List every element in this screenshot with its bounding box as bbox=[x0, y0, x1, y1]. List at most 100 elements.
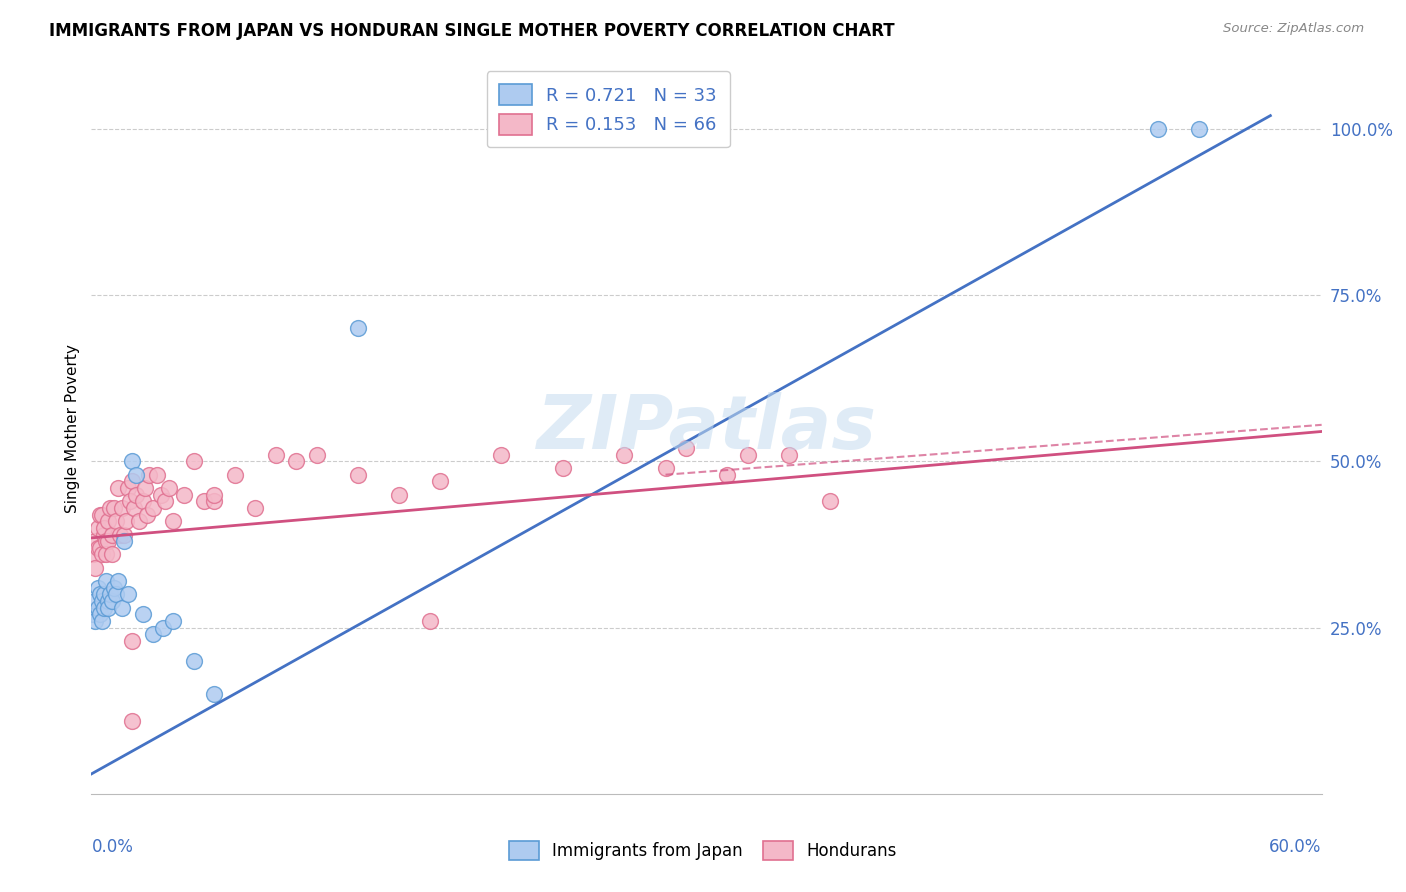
Point bbox=[94, 534, 117, 549]
Point bbox=[491, 448, 513, 462]
Point bbox=[716, 467, 738, 482]
Point bbox=[675, 441, 697, 455]
Point bbox=[111, 500, 134, 515]
Point bbox=[84, 614, 107, 628]
Point bbox=[84, 561, 107, 575]
Point bbox=[115, 514, 138, 528]
Point bbox=[183, 654, 205, 668]
Point bbox=[103, 581, 125, 595]
Point bbox=[1187, 122, 1209, 136]
Point bbox=[613, 448, 636, 462]
Legend: R = 0.721   N = 33, R = 0.153   N = 66: R = 0.721 N = 33, R = 0.153 N = 66 bbox=[486, 71, 730, 147]
Point bbox=[131, 494, 153, 508]
Point bbox=[89, 541, 111, 555]
Point bbox=[97, 594, 120, 608]
Point bbox=[737, 448, 759, 462]
Point bbox=[103, 500, 125, 515]
Legend: Immigrants from Japan, Hondurans: Immigrants from Japan, Hondurans bbox=[499, 831, 907, 871]
Point bbox=[347, 321, 370, 335]
Point bbox=[101, 527, 124, 541]
Point bbox=[121, 634, 143, 648]
Point bbox=[89, 607, 111, 622]
Point bbox=[107, 481, 129, 495]
Point bbox=[157, 481, 180, 495]
Point bbox=[89, 508, 111, 522]
Point bbox=[388, 488, 411, 502]
Point bbox=[125, 467, 148, 482]
Point bbox=[153, 494, 177, 508]
Point bbox=[285, 454, 308, 468]
Point bbox=[93, 600, 115, 615]
Point bbox=[120, 494, 142, 508]
Text: 0.0%: 0.0% bbox=[91, 838, 134, 855]
Point bbox=[97, 600, 120, 615]
Point bbox=[97, 514, 120, 528]
Y-axis label: Single Mother Poverty: Single Mother Poverty bbox=[65, 343, 80, 513]
Point bbox=[264, 448, 287, 462]
Point bbox=[121, 475, 143, 489]
Point bbox=[111, 600, 134, 615]
Point bbox=[150, 488, 173, 502]
Point bbox=[1146, 122, 1168, 136]
Point bbox=[82, 607, 104, 622]
Point bbox=[245, 500, 267, 515]
Point bbox=[183, 454, 205, 468]
Point bbox=[124, 500, 146, 515]
Point bbox=[98, 500, 121, 515]
Text: Source: ZipAtlas.com: Source: ZipAtlas.com bbox=[1223, 22, 1364, 36]
Point bbox=[778, 448, 800, 462]
Point bbox=[142, 500, 165, 515]
Point bbox=[125, 488, 148, 502]
Point bbox=[138, 467, 160, 482]
Point bbox=[162, 614, 184, 628]
Point bbox=[142, 627, 165, 641]
Point bbox=[202, 687, 225, 701]
Point bbox=[117, 587, 139, 601]
Point bbox=[117, 481, 139, 495]
Point bbox=[86, 521, 108, 535]
Point bbox=[128, 514, 150, 528]
Point bbox=[90, 548, 112, 562]
Point bbox=[101, 594, 124, 608]
Point bbox=[305, 448, 328, 462]
Point bbox=[84, 594, 107, 608]
Point bbox=[112, 534, 135, 549]
Point bbox=[86, 600, 108, 615]
Point bbox=[90, 614, 112, 628]
Point bbox=[108, 527, 131, 541]
Point bbox=[107, 574, 129, 588]
Point bbox=[86, 581, 108, 595]
Point bbox=[654, 461, 676, 475]
Point bbox=[202, 488, 225, 502]
Point bbox=[82, 548, 104, 562]
Point bbox=[105, 514, 127, 528]
Point bbox=[94, 548, 117, 562]
Point bbox=[193, 494, 215, 508]
Point bbox=[121, 714, 143, 728]
Point bbox=[121, 454, 143, 468]
Point bbox=[224, 467, 246, 482]
Point bbox=[105, 587, 127, 601]
Point bbox=[173, 488, 195, 502]
Point bbox=[429, 475, 451, 489]
Point bbox=[101, 548, 124, 562]
Point bbox=[93, 521, 115, 535]
Point bbox=[146, 467, 169, 482]
Point bbox=[86, 541, 108, 555]
Point bbox=[551, 461, 574, 475]
Point bbox=[90, 508, 112, 522]
Point bbox=[112, 527, 135, 541]
Point bbox=[202, 494, 225, 508]
Point bbox=[90, 594, 112, 608]
Point bbox=[97, 534, 120, 549]
Point bbox=[94, 574, 117, 588]
Point bbox=[134, 481, 156, 495]
Point bbox=[89, 587, 111, 601]
Point bbox=[419, 614, 441, 628]
Point bbox=[135, 508, 157, 522]
Point bbox=[84, 534, 107, 549]
Point bbox=[93, 527, 115, 541]
Point bbox=[152, 621, 174, 635]
Text: 60.0%: 60.0% bbox=[1270, 838, 1322, 855]
Point bbox=[162, 514, 184, 528]
